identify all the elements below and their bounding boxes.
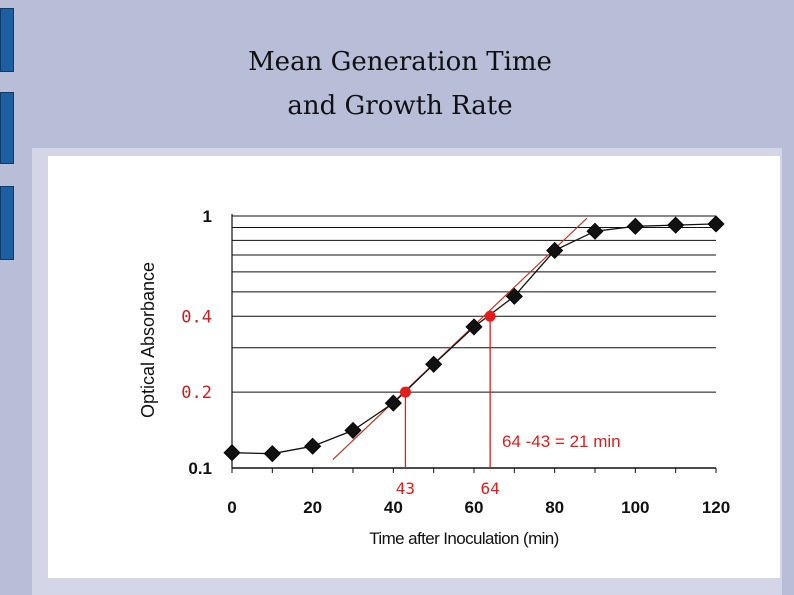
x-tick-label: 60: [465, 498, 484, 517]
slide-title-line-2: and Growth Rate: [287, 91, 513, 121]
data-point-marker: [505, 287, 523, 305]
highlight-point: [484, 310, 496, 322]
y-tick-label: 0.1: [188, 459, 212, 478]
y-tick-label: 0.4: [181, 307, 212, 327]
highlight-point: [399, 386, 411, 398]
highlight-x-label: 64: [481, 479, 500, 498]
data-point-marker: [223, 444, 241, 462]
fit-line: [332, 217, 588, 461]
data-point-marker: [626, 217, 644, 235]
chart-area: 0 20 40 60 80 100 120 0.1 0.2 0.4 1 Time after Inoc…: [48, 156, 780, 578]
slide-title-line-1: Mean Generation Time: [248, 47, 552, 77]
y-tick-label: 0.2: [181, 383, 212, 403]
data-point-marker: [344, 421, 362, 439]
x-tick-label: 100: [621, 498, 649, 517]
x-tick-label: 40: [384, 498, 403, 517]
x-axis-title: Time after Inoculation (min): [369, 529, 558, 548]
data-point-marker: [546, 241, 564, 260]
generation-time-annotation: 64 -43 = 21 min: [502, 432, 621, 451]
x-tick-label: 120: [702, 498, 730, 517]
left-accent-bar: [0, 186, 14, 260]
data-point-marker: [425, 355, 443, 373]
data-point-marker: [667, 216, 685, 234]
x-tick-label: 80: [545, 498, 564, 517]
highlight-x-label: 43: [396, 479, 415, 498]
data-point-marker: [304, 437, 322, 455]
data-point-marker: [263, 445, 281, 463]
growth-curve-chart: 0 20 40 60 80 100 120 0.1 0.2 0.4 1 Time after Inoc…: [138, 207, 730, 548]
x-tick-label: 20: [303, 498, 322, 517]
y-tick-label: 1: [203, 207, 212, 226]
slide-title: Mean Generation Time and Growth Rate: [100, 40, 700, 128]
data-point-marker: [707, 215, 725, 233]
series-line: [231, 223, 717, 455]
y-axis-title: Optical Absorbance: [138, 262, 158, 418]
left-accent-bar: [0, 92, 14, 164]
left-accent-bar: [0, 8, 14, 72]
data-point-marker: [384, 394, 402, 412]
data-point-marker: [465, 318, 483, 336]
x-tick-label: 0: [227, 498, 236, 517]
data-point-marker: [586, 222, 604, 240]
